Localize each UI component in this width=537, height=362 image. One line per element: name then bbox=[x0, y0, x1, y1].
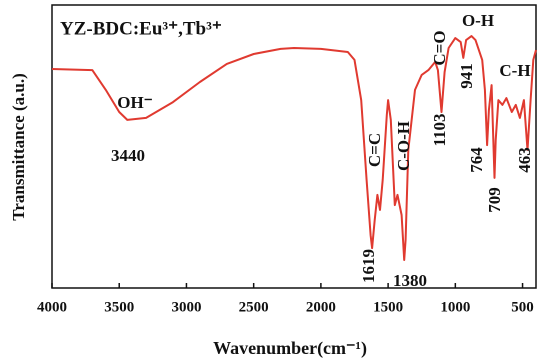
y-axis-label: Transmittance (a.u.) bbox=[9, 73, 28, 220]
x-tick-label: 2500 bbox=[239, 299, 269, 315]
spectrum-line bbox=[51, 35, 537, 261]
x-tick-label: 4000 bbox=[37, 299, 67, 315]
annotation: C=O bbox=[430, 30, 449, 65]
x-tick-label: 500 bbox=[511, 299, 534, 315]
x-tick-label: 1500 bbox=[373, 299, 403, 315]
x-tick-label: 2000 bbox=[306, 299, 336, 315]
annotation: 764 bbox=[467, 147, 486, 173]
x-tick-label: 3500 bbox=[104, 299, 134, 315]
x-tick-label: 1000 bbox=[440, 299, 470, 315]
annotation: C-H bbox=[499, 61, 530, 80]
annotation: 463 bbox=[515, 147, 534, 173]
x-axis-label: Wavenumber(cm⁻¹) bbox=[213, 338, 367, 359]
annotation: O-H bbox=[462, 11, 494, 30]
annotation: C=C bbox=[365, 133, 384, 167]
annotation: OH⁻ bbox=[117, 93, 152, 112]
plot-frame bbox=[51, 4, 537, 289]
annotation: C-O-H bbox=[394, 121, 413, 171]
annotation: 941 bbox=[457, 63, 476, 89]
chart-title: YZ-BDC:Eu³⁺,Tb³⁺ bbox=[60, 18, 222, 39]
annotation: 1619 bbox=[359, 249, 378, 283]
annotation: 709 bbox=[485, 187, 504, 213]
annotation: 1380 bbox=[393, 271, 427, 290]
x-tick-label: 3000 bbox=[171, 299, 201, 315]
annotation: 3440 bbox=[111, 146, 145, 165]
annotation: 1103 bbox=[430, 113, 449, 146]
